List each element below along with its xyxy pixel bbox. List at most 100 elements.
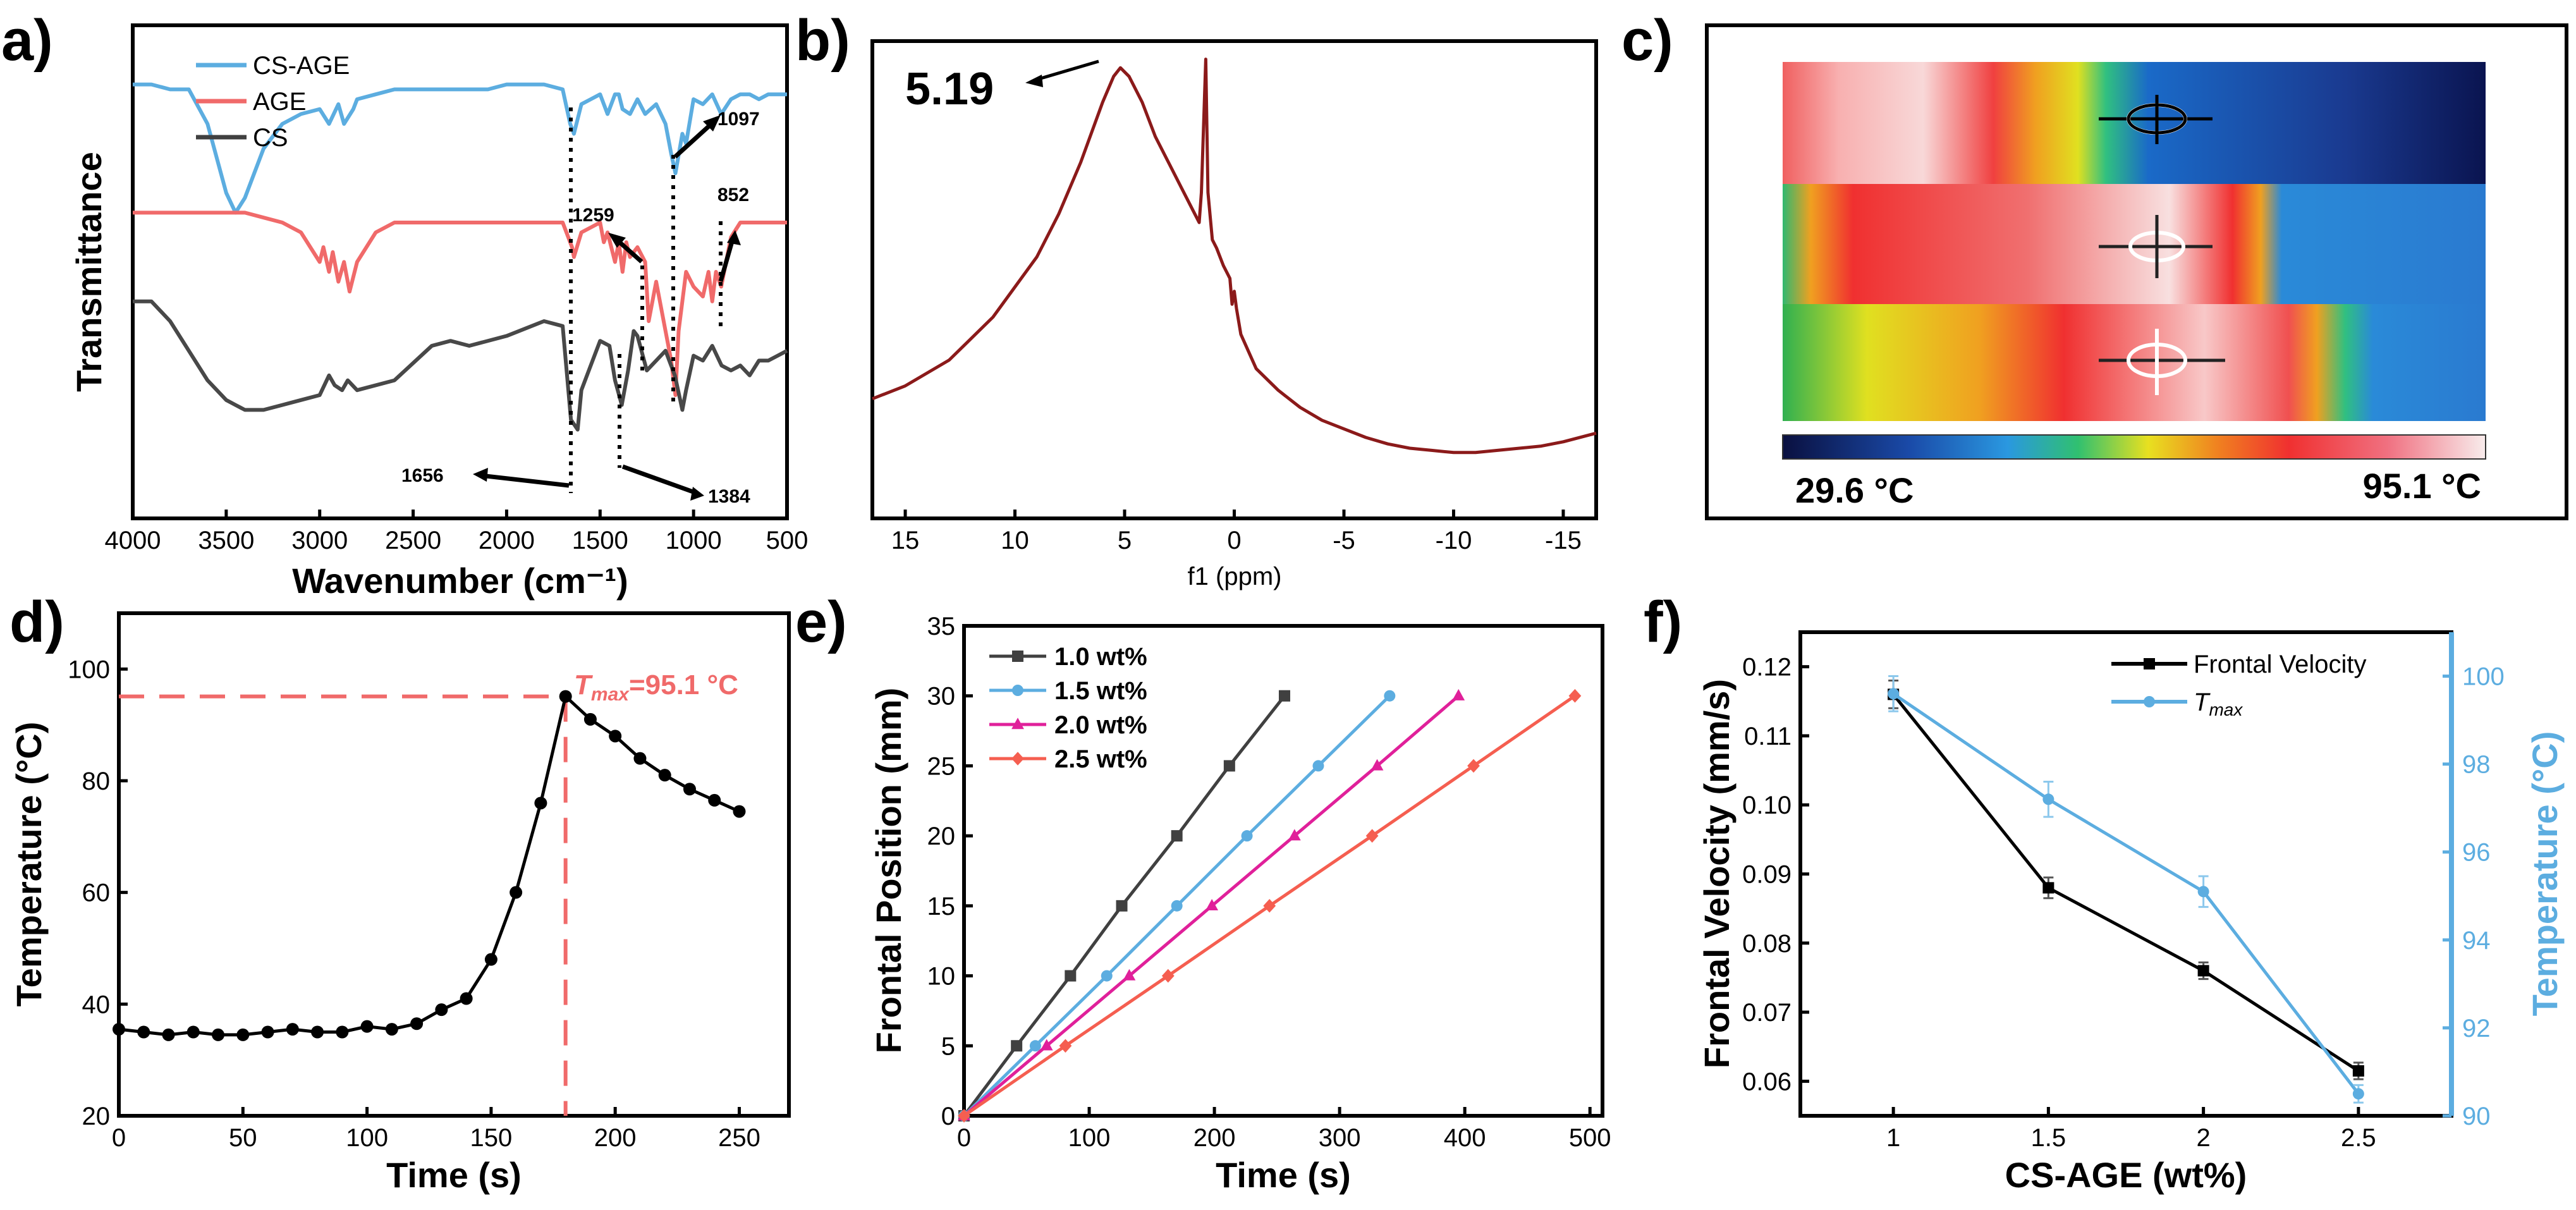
f-ytick-label: 0.12 [1742, 654, 1792, 681]
e-ytick-label: 30 [927, 683, 956, 711]
plot-frame-f [1798, 630, 2453, 1118]
e-ytick-label: 5 [941, 1032, 955, 1060]
b-xtick-label: 15 [891, 527, 920, 554]
plot-frame-e [962, 624, 1604, 1118]
b-xtick-label: 10 [1001, 527, 1029, 554]
plot-frame-a [131, 23, 789, 520]
peak-annotations-a: 1097 1259 852 1656 1384 [401, 109, 760, 507]
y-axis-title-f: Frontal Velocity (mm/s) [1697, 679, 1737, 1068]
f-y2tick-label: 90 [2462, 1103, 2491, 1130]
e-xtick-label: 100 [1068, 1124, 1111, 1152]
y-axis-title-d: Temperature (°C) [9, 722, 49, 1007]
a-xtick-label: 500 [766, 527, 809, 554]
frontal-velocity-point [2197, 965, 2209, 977]
legend-marker-frontal-velocity [2144, 658, 2155, 669]
temperature-point [559, 690, 572, 703]
e-xtick-label: 500 [1569, 1124, 1611, 1152]
arrow-519 [1034, 59, 1099, 82]
x-axis-title-f: CS-AGE (wt%) [2005, 1155, 2247, 1195]
f-ytick-label: 0.06 [1742, 1068, 1792, 1096]
a-xtick-label: 2000 [479, 527, 535, 554]
b-xtick-label: -10 [1436, 527, 1472, 554]
e-ytick-label: 20 [927, 822, 956, 850]
series-lines-d [113, 690, 746, 1041]
e-ytick-label: 35 [927, 613, 956, 640]
temperature-point [683, 783, 696, 796]
frontal-velocity-line [1892, 693, 2360, 1073]
temperature-point [385, 1023, 398, 1036]
panel-label-b: b) [795, 8, 850, 73]
a-xtick-label: 1000 [666, 527, 722, 554]
legend-label-tmax-sub: max [2209, 700, 2243, 719]
x-axis-title-e: Time (s) [1216, 1155, 1351, 1195]
temperature-point [435, 1003, 448, 1017]
d-xtick-label: 50 [229, 1124, 257, 1152]
series-1-0-wt--point [1011, 1040, 1023, 1052]
e-xtick-label: 400 [1444, 1124, 1486, 1152]
series-2-0-wt--point [1206, 899, 1219, 911]
y2-axis-title-f: Temperature (°C) [2525, 731, 2565, 1017]
arrowhead-1656 [473, 468, 488, 482]
temperature-point [484, 953, 497, 966]
peak-label-1097: 1097 [717, 109, 760, 130]
legend-e: 1.0 wt% 1.5 wt% 2.0 wt% 2.5 wt% [989, 643, 1147, 773]
x-axis-title-a: Wavenumber (cm⁻¹) [292, 561, 628, 601]
arrowhead-852 [727, 230, 741, 245]
f-ytick-label: 0.07 [1742, 999, 1792, 1027]
x-ticks-a: 4000 3500 3000 2500 2000 1500 1000 500 [105, 510, 809, 554]
image-frame-c [1705, 23, 2568, 520]
temperature-point [658, 769, 671, 782]
d-ytick-label: 60 [82, 879, 111, 907]
series-2-5-wt--point [1568, 688, 1582, 703]
panel-label-e: e) [795, 590, 847, 654]
temperature-point [460, 992, 473, 1005]
e-ytick-label: 15 [927, 893, 956, 920]
temperature-point [311, 1025, 324, 1039]
f-y2tick-label: 98 [2462, 751, 2491, 779]
temperature-point [360, 1020, 374, 1033]
e-xtick-label: 300 [1319, 1124, 1361, 1152]
e-ytick-label: 10 [927, 963, 956, 991]
axis-ticks-d: 0 50 100 150 200 250 20 40 60 80 100 [68, 656, 760, 1152]
f-ytick-label: 0.10 [1742, 791, 1792, 819]
series-1-0-wt--point [1171, 830, 1183, 842]
legend-label-cs-age: CS-AGE [253, 52, 350, 80]
a-xtick-label: 3500 [198, 527, 254, 554]
panel-label-c: c) [1621, 8, 1673, 73]
f-ytick-label: 0.11 [1744, 723, 1792, 750]
legend-1-0-wt--marker [1012, 651, 1023, 662]
legend-2-0-wt--marker [1011, 718, 1024, 730]
series-1-5-wt--point [1029, 1040, 1041, 1052]
series-1-5-wt--point [1241, 830, 1253, 842]
temperature-point [583, 712, 597, 726]
f-xtick-label: 2.5 [2341, 1124, 2376, 1152]
tmax-point [1888, 688, 1900, 700]
temperature-point [410, 1017, 424, 1030]
legend-a: CS-AGE AGE CS [196, 52, 350, 152]
thermal-strip-3 [1783, 304, 2486, 421]
f-y2tick-label: 100 [2462, 663, 2505, 691]
temperature-point [336, 1025, 349, 1039]
series-2-5-wt--point [1467, 759, 1480, 773]
f-xtick-label: 1 [1886, 1124, 1900, 1152]
d-xtick-label: 250 [718, 1124, 760, 1152]
legend-1-0-wt--label: 1.0 wt% [1054, 643, 1147, 671]
thermal-strip-2 [1783, 184, 2486, 304]
series-2-5-wt--point [1161, 969, 1175, 983]
b-xtick-label: -5 [1333, 527, 1355, 554]
tmax-guides-d [119, 694, 568, 1116]
y-axis-title-a: Transmittance [69, 152, 109, 392]
line-nmr-spectrum [872, 58, 1597, 455]
axis-ticks-f: 1 1.5 2 2.5 0.06 0.07 0.08 0.09 0.10 0.11 0.12 90 92… [1742, 654, 2505, 1152]
panel-label-d: d) [9, 590, 64, 654]
temperature-point [534, 797, 547, 810]
series-1-5-wt--point [1171, 900, 1183, 912]
series-2-5-wt--point [1059, 1039, 1072, 1053]
peak-label-852: 852 [717, 185, 749, 205]
colorbar [1782, 434, 2486, 460]
x-axis-title-b: f1 (ppm) [1188, 563, 1282, 590]
series-2-5-wt--point [1365, 829, 1379, 843]
plot-frame-d [117, 611, 791, 1118]
peak-annotation-b: 5.19 [905, 59, 1099, 114]
